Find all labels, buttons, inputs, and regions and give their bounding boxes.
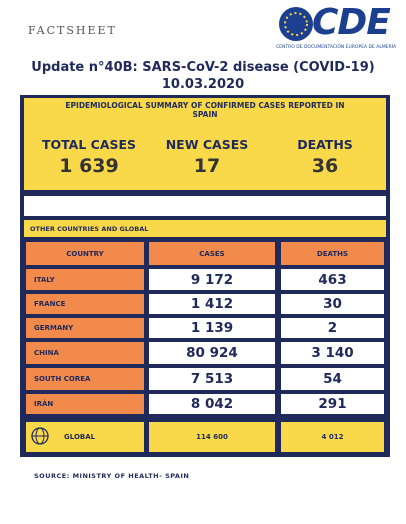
table-cell: 30 [279,292,386,316]
stat-label: NEW CASES [165,137,249,152]
table-cell: 8 042 [147,392,277,416]
table-cell: 1 412 [147,292,277,316]
table-cell: 463 [279,267,386,292]
table-cell: 291 [279,392,386,416]
table-cell: SOUTH COREA [24,366,146,392]
source: SOURCE: MINISTRY OF HEALTH- SPAIN [34,472,190,480]
title-date: 10.03.2020 [161,77,245,92]
table-cell: 9 172 [147,267,277,292]
total-cell: 4 012 [279,420,386,454]
factsheet-label: FACTSHEET [28,24,117,37]
stat-label: TOTAL CASES [41,137,137,152]
stat-value: 1 639 [59,155,119,177]
stat-value: 17 [193,155,221,177]
summary-box [24,98,386,190]
column-header: DEATHS [279,240,386,267]
stat-value: 36 [311,155,339,177]
logo-text: CDE [312,2,391,43]
table-cell: 7 513 [147,366,277,392]
logo-emblem [279,7,313,41]
table-cell: ITALY [24,267,146,292]
stat-label: DEATHS [297,137,353,152]
column-header: COUNTRY [24,240,146,267]
table-cell: 2 [279,316,386,340]
section-heading: OTHER COUNTRIES AND GLOBAL [24,220,386,237]
table-cell: 3 140 [279,340,386,366]
blank-row [24,196,386,216]
summary-heading: EPIDEMIOLOGICAL SUMMARY OF CONFIRMED CAS… [65,101,345,119]
column-header: CASES [147,240,277,267]
table-cell: CHINA [24,340,146,366]
total-cell: 114 600 [147,420,277,454]
table-cell: IRÁN [24,392,146,416]
table-cell: GERMANY [24,316,146,340]
globe-icon [31,427,49,445]
logo-caption: CENTRO DE DOCUMENTACIÓN EUROPEA DE ALMER… [276,45,397,50]
table-cell: 1 139 [147,316,277,340]
title-line: Update n°40B: SARS-CoV-2 disease (COVID-… [31,60,375,75]
table-cell: 54 [279,366,386,392]
table-cell: 80 924 [147,340,277,366]
table-cell: FRANCE [24,292,146,316]
